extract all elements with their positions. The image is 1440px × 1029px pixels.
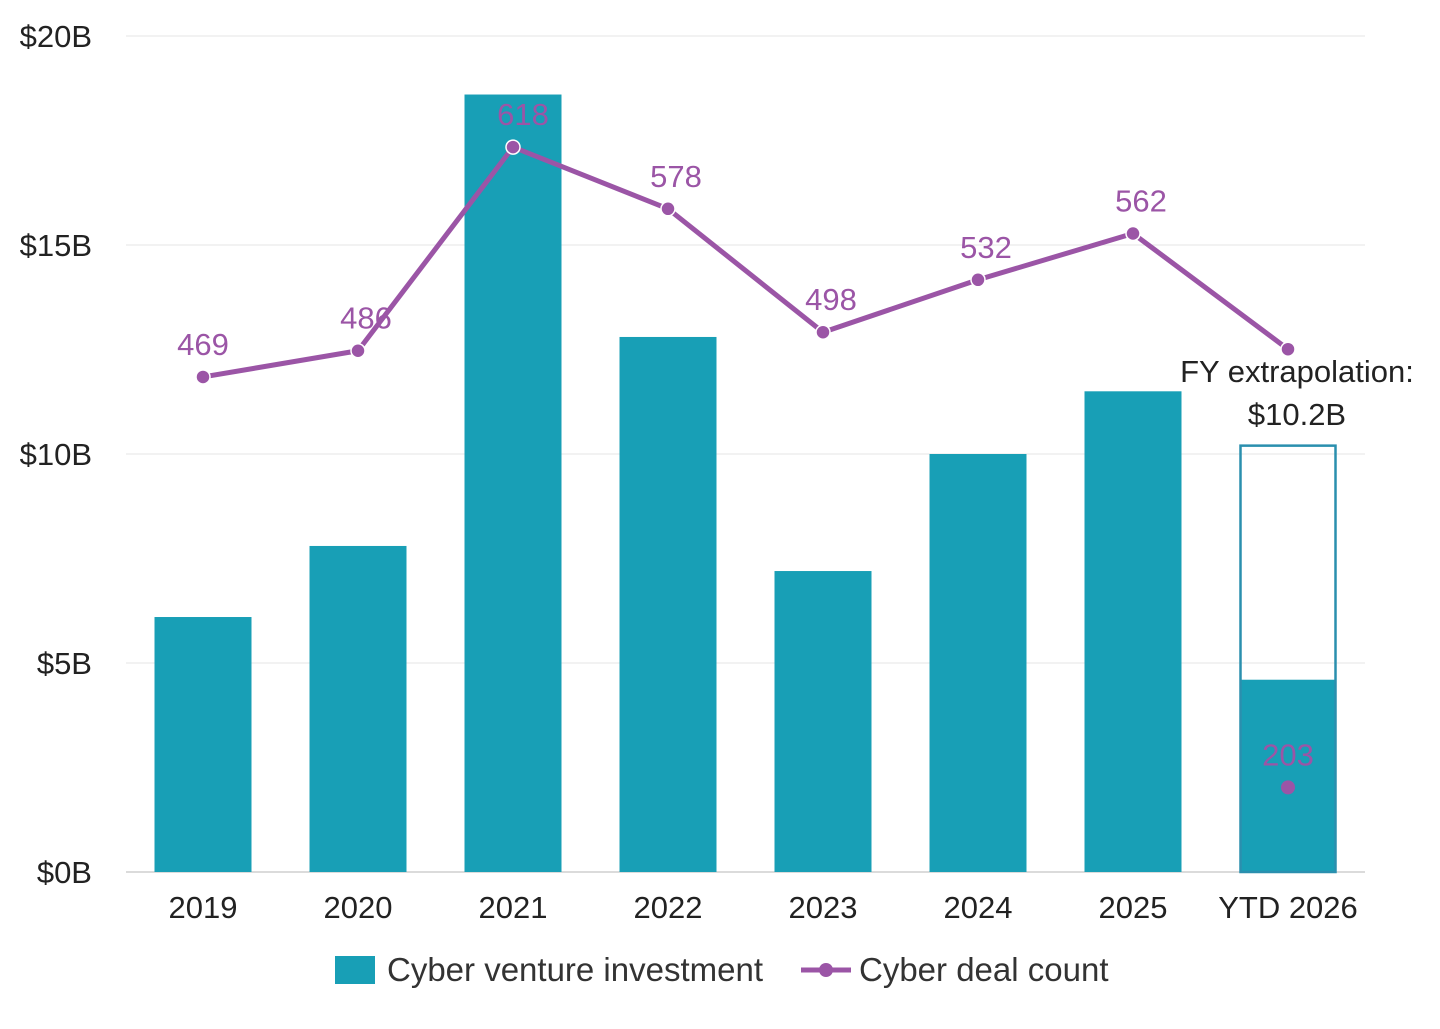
- y-tick-label: $20B: [20, 19, 92, 54]
- deal-count-point: [660, 201, 676, 217]
- bar-2025: [1084, 391, 1182, 872]
- ytd-deal-count-point: [1281, 780, 1295, 795]
- bar-2019: [154, 617, 252, 872]
- deal-count-label: 562: [1115, 183, 1167, 218]
- investment-bars: [154, 94, 1337, 873]
- deal-count-point: [505, 139, 521, 155]
- deal-count-polyline: [202, 144, 1290, 380]
- ytd-deal-count-label: 203: [1262, 737, 1314, 772]
- x-tick-label: 2020: [324, 890, 393, 925]
- deal-count-label: 498: [805, 282, 857, 317]
- deal-count-point: [1280, 341, 1296, 357]
- deal-count-label: 578: [650, 159, 702, 194]
- deal-count-point: [350, 342, 366, 359]
- deal-count-line: 469 486 618 578 498 532 562: [177, 97, 1296, 385]
- x-tick-label: 2024: [944, 890, 1013, 925]
- x-tick-label: 2025: [1099, 890, 1168, 925]
- extrapolation-outline: [1239, 444, 1337, 874]
- deal-count-label: 469: [177, 327, 229, 362]
- deal-count-label: 618: [497, 97, 549, 132]
- x-tick-label: 2021: [479, 890, 548, 925]
- bar-2022: [619, 336, 717, 873]
- x-axis: 2019 2020 2021 2022 2023 2024 2025 YTD 2026: [169, 890, 1358, 925]
- deal-count-point: [970, 272, 986, 288]
- legend-bar-label: Cyber venture investment: [387, 951, 763, 988]
- bar-2021: [464, 94, 562, 872]
- y-axis: $0B $5B $10B $15B $20B: [20, 19, 92, 890]
- x-tick-label: YTD 2026: [1218, 890, 1358, 925]
- y-tick-label: $15B: [20, 228, 92, 263]
- deal-count-label: 486: [340, 301, 392, 336]
- legend-line-marker: [819, 963, 833, 977]
- deal-count-point: [1125, 225, 1141, 242]
- x-tick-label: 2022: [634, 890, 703, 925]
- deal-count-label: 532: [960, 230, 1012, 265]
- legend: Cyber venture investment Cyber deal count: [335, 951, 1108, 988]
- x-tick-label: 2023: [789, 890, 858, 925]
- y-tick-label: $10B: [20, 437, 92, 472]
- deal-count-point: [815, 324, 831, 340]
- y-tick-label: $5B: [37, 646, 92, 681]
- bar-2020: [309, 545, 407, 872]
- legend-line-label: Cyber deal count: [859, 951, 1108, 988]
- bar-2023: [774, 571, 872, 872]
- extrapolation-group: FY extrapolation: $10.2B 203: [1180, 354, 1414, 874]
- bar-ytd-2026: [1239, 679, 1337, 872]
- deal-count-point: [195, 369, 211, 385]
- x-tick-label: 2019: [169, 890, 238, 925]
- extrapolation-label: FY extrapolation:: [1180, 354, 1414, 389]
- legend-bar-swatch: [335, 956, 375, 984]
- bar-2024: [929, 454, 1027, 872]
- y-tick-label: $0B: [37, 855, 92, 890]
- extrapolation-value-label: $10.2B: [1248, 397, 1346, 432]
